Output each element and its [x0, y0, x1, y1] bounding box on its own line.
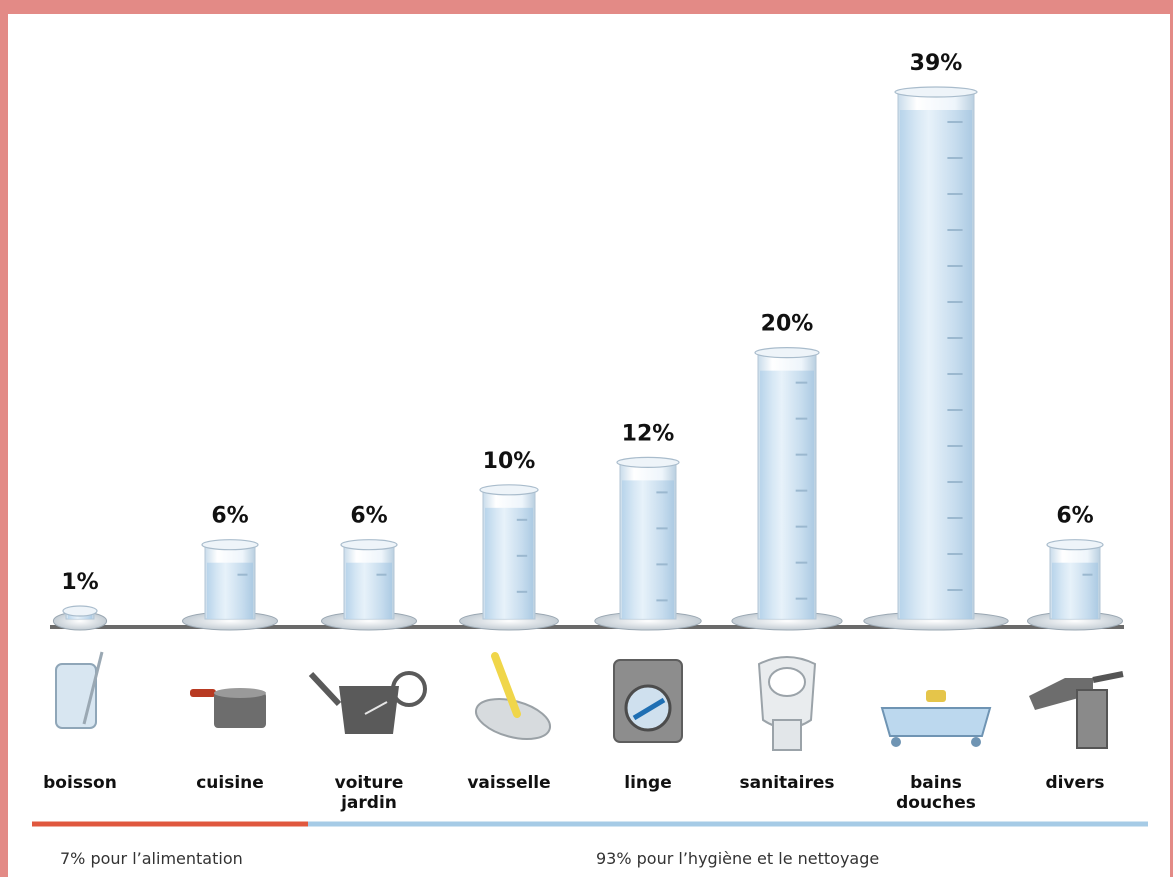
- category-label-bains-douches: bains douches: [896, 773, 976, 813]
- group-summary: 7% pour l’alimentation 93% pour l’hygiène…: [32, 821, 1148, 868]
- cylinder-voiture-jardin: [321, 539, 417, 631]
- dish-sponge-icon: [475, 652, 551, 740]
- faucet-icon: [1029, 671, 1124, 749]
- category-label-voiture-jardin: voiture jardin: [335, 773, 404, 813]
- cylinder-divers: [1027, 539, 1123, 631]
- category-label-sanitaires: sanitaires: [740, 773, 835, 793]
- value-label-cuisine: 6%: [211, 504, 248, 529]
- category-label-boisson: boisson: [43, 773, 117, 793]
- cylinder-vaisselle: [459, 484, 559, 631]
- value-label-sanitaires: 20%: [761, 312, 814, 337]
- value-label-bains-douches: 39%: [910, 51, 963, 76]
- group-label-hygiene: 93% pour l’hygiène et le nettoyage: [596, 849, 879, 868]
- cylinder-cuisine: [182, 539, 278, 631]
- percentage-labels: 1% 6% 6% 10% 12% 20% 39% 6%: [61, 51, 1093, 595]
- value-label-linge: 12%: [622, 421, 675, 446]
- category-label-cuisine: cuisine: [196, 773, 264, 793]
- cylinder-boisson: [52, 605, 108, 631]
- water-usage-chart: 1% 6% 6% 10% 12% 20% 39% 6% boisson cuisine voitu…: [32, 51, 1148, 868]
- cylinder-sanitaires: [731, 347, 843, 631]
- glass-icon: [55, 651, 104, 729]
- watering-can-icon: [308, 671, 427, 734]
- value-label-boisson: 1%: [61, 570, 98, 595]
- bathtub-icon: [880, 690, 992, 747]
- group-label-alimentation: 7% pour l’alimentation: [60, 849, 243, 868]
- cylinder-linge: [594, 456, 702, 631]
- cylinders: [52, 86, 1123, 631]
- category-labels: boisson cuisine voiture jardin vaisselle ling…: [43, 773, 1104, 813]
- category-label-vaisselle: vaisselle: [467, 773, 550, 793]
- value-label-vaisselle: 10%: [483, 449, 536, 474]
- category-label-linge: linge: [624, 773, 671, 793]
- toilet-icon: [757, 656, 817, 751]
- value-label-divers: 6%: [1056, 504, 1093, 529]
- washing-machine-icon: [613, 659, 683, 743]
- category-label-divers: divers: [1045, 773, 1104, 793]
- cylinder-bains-douches: [863, 86, 1009, 631]
- chart-frame: 1% 6% 6% 10% 12% 20% 39% 6% boisson cuisine voitu…: [8, 14, 1170, 877]
- saucepan-icon: [190, 688, 266, 728]
- category-icons: [55, 651, 1124, 751]
- value-label-voiture-jardin: 6%: [350, 504, 387, 529]
